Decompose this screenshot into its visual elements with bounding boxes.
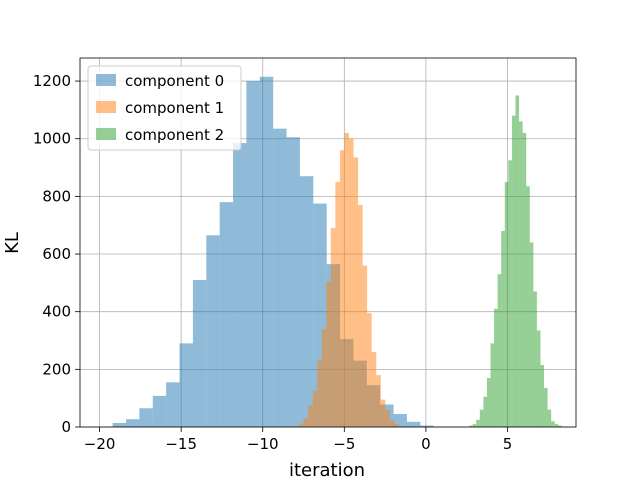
series-2 <box>469 95 566 427</box>
histogram-bar <box>348 138 354 427</box>
histogram-bar <box>504 181 509 427</box>
x-tick-label: 5 <box>503 435 513 453</box>
histogram-bar <box>483 396 487 427</box>
histogram-bar <box>353 157 359 427</box>
histogram-bar <box>536 330 541 427</box>
legend-swatch <box>96 74 116 86</box>
histogram-bar <box>558 425 562 427</box>
x-tick-label: −20 <box>84 435 116 453</box>
histogram-bar <box>371 352 377 427</box>
legend-swatch <box>96 101 116 113</box>
plot-area: −20 −15 −10 −5 0 5 0 200 400 600 800 1000 1200 compon… <box>33 57 577 453</box>
y-tick-label: 0 <box>61 418 71 436</box>
y-tick-label: 1000 <box>33 130 71 148</box>
legend-box <box>87 65 242 151</box>
histogram-bar <box>321 328 327 427</box>
histogram-bar <box>551 421 555 427</box>
histogram-bar <box>179 343 193 427</box>
y-tick-label: 400 <box>42 303 71 321</box>
histogram-bar <box>166 382 180 427</box>
histogram-bar <box>152 395 167 427</box>
histogram-bar <box>339 150 345 427</box>
histogram-bar <box>303 418 309 427</box>
histogram-bar <box>385 409 390 427</box>
histogram-bar <box>330 228 336 427</box>
histogram-bar <box>246 81 260 427</box>
histogram-bar <box>112 422 127 427</box>
histogram-bar <box>476 419 480 427</box>
histogram-bar <box>317 360 322 427</box>
legend-label: component 2 <box>125 126 224 144</box>
histogram-bar <box>501 230 505 427</box>
histogram-bar <box>206 235 220 427</box>
histogram-bar <box>219 202 234 427</box>
histogram-bar <box>139 408 153 427</box>
histogram-bar <box>192 279 207 427</box>
y-tick-label: 200 <box>42 360 71 378</box>
histogram-bar <box>394 424 399 427</box>
x-tick-label: −15 <box>165 435 197 453</box>
x-tick-label: −10 <box>247 435 279 453</box>
histogram-bar <box>398 426 404 427</box>
histogram-bar <box>380 399 386 427</box>
legend-label: component 0 <box>125 72 224 90</box>
histogram-bar <box>389 419 395 427</box>
y-axis-label: KL <box>2 232 23 254</box>
legend-label: component 1 <box>125 99 224 117</box>
histogram-bar <box>362 265 368 427</box>
histogram-bar <box>420 425 434 427</box>
histogram-bar <box>367 313 372 427</box>
axes-frame <box>79 57 577 428</box>
histogram-bar <box>406 421 421 427</box>
histogram-bar <box>358 205 363 427</box>
y-tick-label: 1200 <box>33 72 71 90</box>
histogram-bar <box>472 424 477 427</box>
x-tick-label: 0 <box>421 435 431 453</box>
y-tick-label: 800 <box>42 187 71 205</box>
x-axis-label: iteration <box>289 460 365 480</box>
histogram-bar <box>376 375 381 427</box>
histogram-bar <box>515 95 520 427</box>
histogram-bar <box>526 186 530 427</box>
x-tick-label: −5 <box>333 435 355 453</box>
legend: component 0 component 1 component 2 <box>87 65 242 151</box>
histogram-bar <box>326 281 331 427</box>
histogram-bar <box>497 274 502 427</box>
histogram-bar <box>335 181 340 427</box>
histogram-bar <box>540 365 545 427</box>
histogram-bar <box>344 132 349 427</box>
histogram-bar <box>233 143 247 427</box>
histogram-bar <box>273 128 287 427</box>
histogram-bar <box>308 405 313 427</box>
histogram-bar <box>494 308 498 427</box>
histogram-bar <box>393 414 407 427</box>
histogram-bar <box>554 424 559 427</box>
series-1 <box>294 132 404 427</box>
histogram-bar <box>533 291 537 427</box>
histogram-bar <box>522 132 527 427</box>
histogram-bar <box>469 425 473 427</box>
histogram-bar <box>529 242 534 427</box>
legend-swatch <box>96 128 116 140</box>
y-tick-label: 600 <box>42 245 71 263</box>
histogram-bar <box>259 76 274 427</box>
histogram-bar <box>286 137 300 427</box>
histogram-bar <box>126 419 140 427</box>
histogram-bar <box>519 121 523 427</box>
histogram-bar <box>544 388 548 427</box>
histogram-bar <box>490 343 495 427</box>
histogram-bar <box>486 377 491 427</box>
histogram-bar <box>312 390 318 427</box>
histogram-bar <box>511 115 516 427</box>
histogram-bar <box>508 160 512 427</box>
histogram-bar <box>299 423 304 427</box>
histogram-bar <box>547 409 552 427</box>
histogram-bar <box>479 409 484 427</box>
histogram-bar <box>299 176 314 427</box>
